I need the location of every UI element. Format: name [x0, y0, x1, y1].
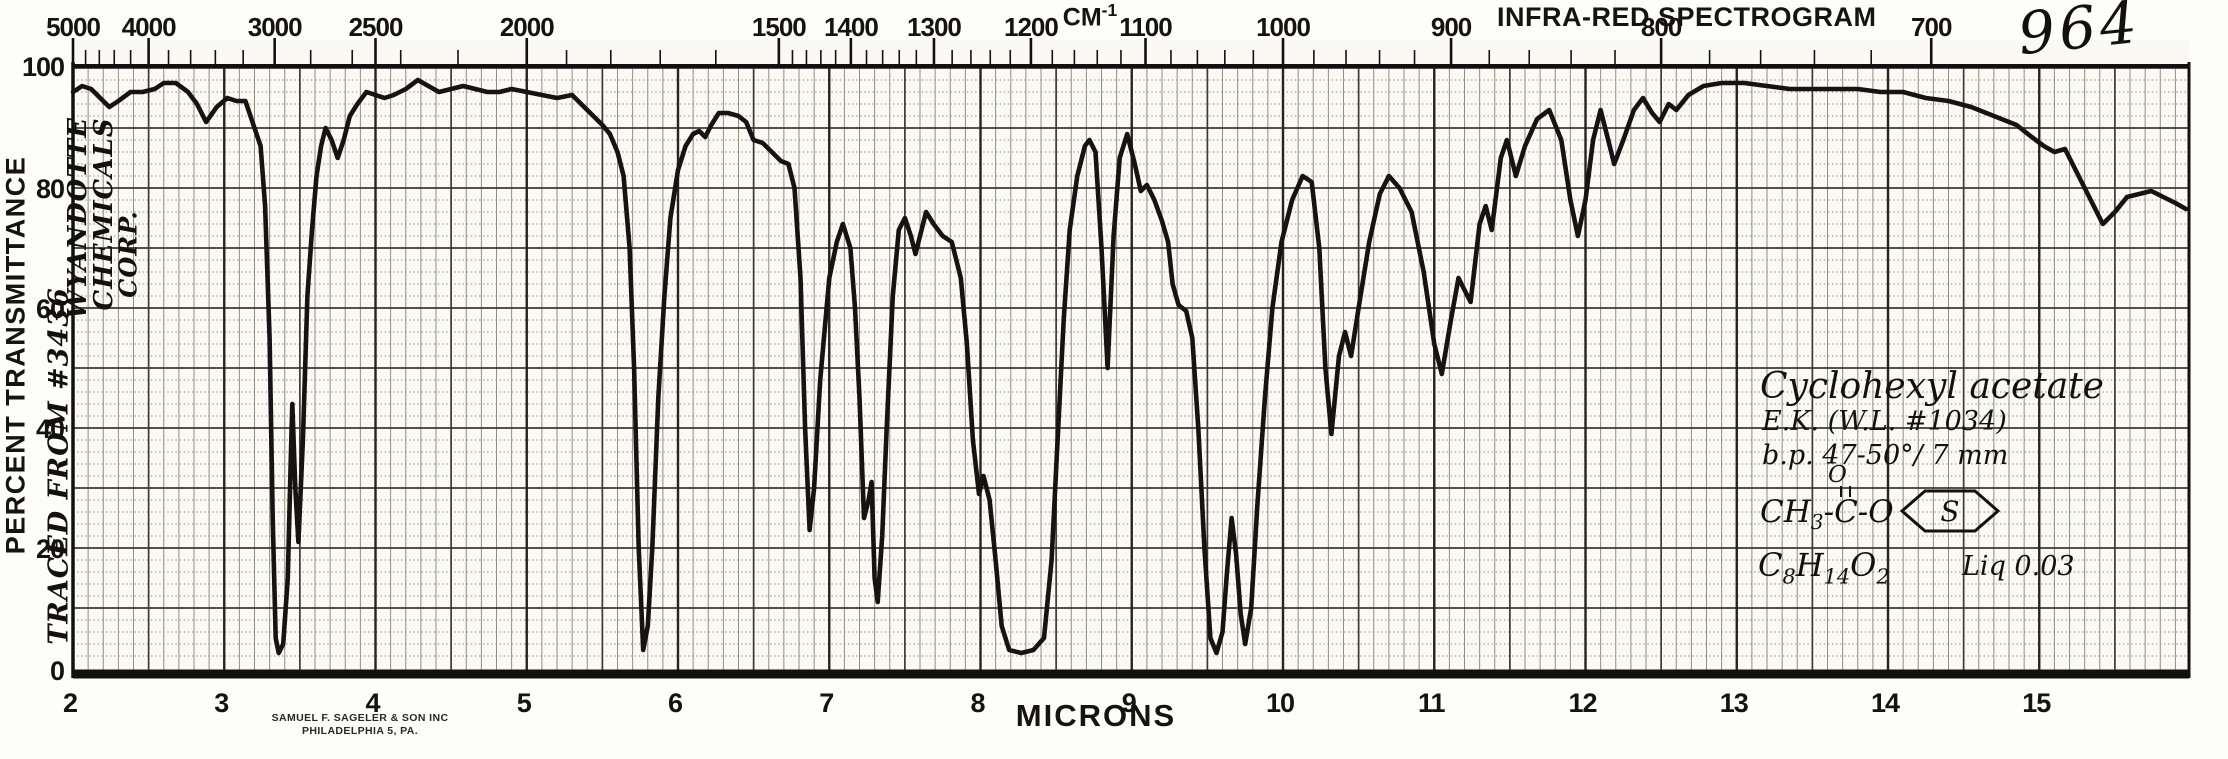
top-axis-ticks [71, 38, 1933, 64]
top-axis-label-1100: 1100 [1119, 12, 1172, 42]
y-axis-title: PERCENT TRANSMITTANCE [0, 155, 31, 555]
x-axis-label-8: 8 [970, 688, 985, 718]
x-axis-label-15: 15 [2022, 688, 2051, 718]
sample-name: Cyclohexyl acetate [1760, 366, 2104, 407]
traced-from-note: TRACED FROM #3436 [43, 287, 75, 645]
ring-letter: S [1940, 495, 1959, 528]
top-axis-label-1000: 1000 [1256, 12, 1311, 42]
x-axis-label-7: 7 [819, 688, 834, 718]
top-axis-label-5000: 5000 [46, 12, 101, 42]
x-axis-label-12: 12 [1568, 688, 1597, 718]
double-bond-symbol [1840, 486, 1851, 497]
x-axis-label-10: 10 [1265, 688, 1295, 718]
top-axis-label-2000: 2000 [499, 12, 555, 42]
top-axis-label-3000: 3000 [247, 12, 303, 42]
x-axis-label-4: 4 [365, 688, 380, 718]
printer-imprint-line1: SAMUEL F. SAGELER & SON INC [271, 712, 449, 724]
x-axis-label-14: 14 [1870, 688, 1900, 718]
x-axis-label-5: 5 [516, 688, 532, 718]
molecular-formula: C8H14O2 [1758, 546, 1890, 589]
x-axis-label-6: 6 [667, 688, 683, 718]
x-axis-label-3: 3 [214, 688, 229, 718]
y-axis-label-40: 40 [35, 414, 65, 444]
top-axis-label-900: 900 [1430, 12, 1472, 42]
top-axis-label-1300: 1300 [907, 12, 962, 42]
top-axis-label-2500: 2500 [348, 12, 404, 42]
x-axis-label-9: 9 [1121, 688, 1137, 718]
top-axis-label-1400: 1400 [823, 12, 879, 42]
y-axis-label-20: 20 [35, 534, 65, 564]
sample-source: E.K. (W.L. #1034) [1762, 406, 2007, 437]
top-axis-label-700: 700 [1911, 12, 1952, 42]
x-axis-label-11: 11 [1417, 688, 1446, 718]
printer-imprint-line2: PHILADELPHIA 5, PA. [301, 725, 419, 737]
sample-boiling-point: b.p. 47-50°/ 7 mm [1762, 440, 2009, 471]
x-axis-label-2: 2 [62, 688, 78, 718]
y-axis-label-0: 0 [49, 656, 65, 686]
grid-integer-micron-lines [71, 66, 2041, 670]
hexagon-outline [1899, 489, 2001, 533]
x-axis-label-13: 13 [1719, 688, 1749, 718]
vendor-name-line3: CORP. [113, 210, 143, 298]
carbonyl-oxygen-label: O [1828, 462, 1847, 488]
cyclohexyl-ring-symbol: S [1899, 489, 2001, 533]
printer-imprint: SAMUEL F. SAGELER & SON INC PHILADELPHIA… [250, 712, 470, 738]
y-axis-label-60: 60 [35, 294, 65, 324]
top-axis-label-1500: 1500 [751, 12, 807, 42]
page-title: INFRA-RED SPECTROGRAM [1497, 2, 1877, 32]
y-axis-label-80: 80 [35, 174, 65, 204]
y-axis-label-100: 100 [21, 52, 65, 82]
top-axis-label-800: 800 [1640, 12, 1682, 42]
top-axis-unit-label: CM-1 [1062, 0, 1118, 32]
x-axis-title: MICRONS [1015, 698, 1177, 733]
top-axis-label-4000: 4000 [121, 12, 177, 42]
chart-borders [71, 62, 2191, 679]
spectrum-curve [70, 77, 2189, 656]
top-axis-label-1200: 1200 [1004, 12, 1059, 42]
sample-phase-note: Liq 0.03 [1962, 551, 2075, 582]
acetate-structure-text: CH3-C-O [1760, 494, 1894, 535]
